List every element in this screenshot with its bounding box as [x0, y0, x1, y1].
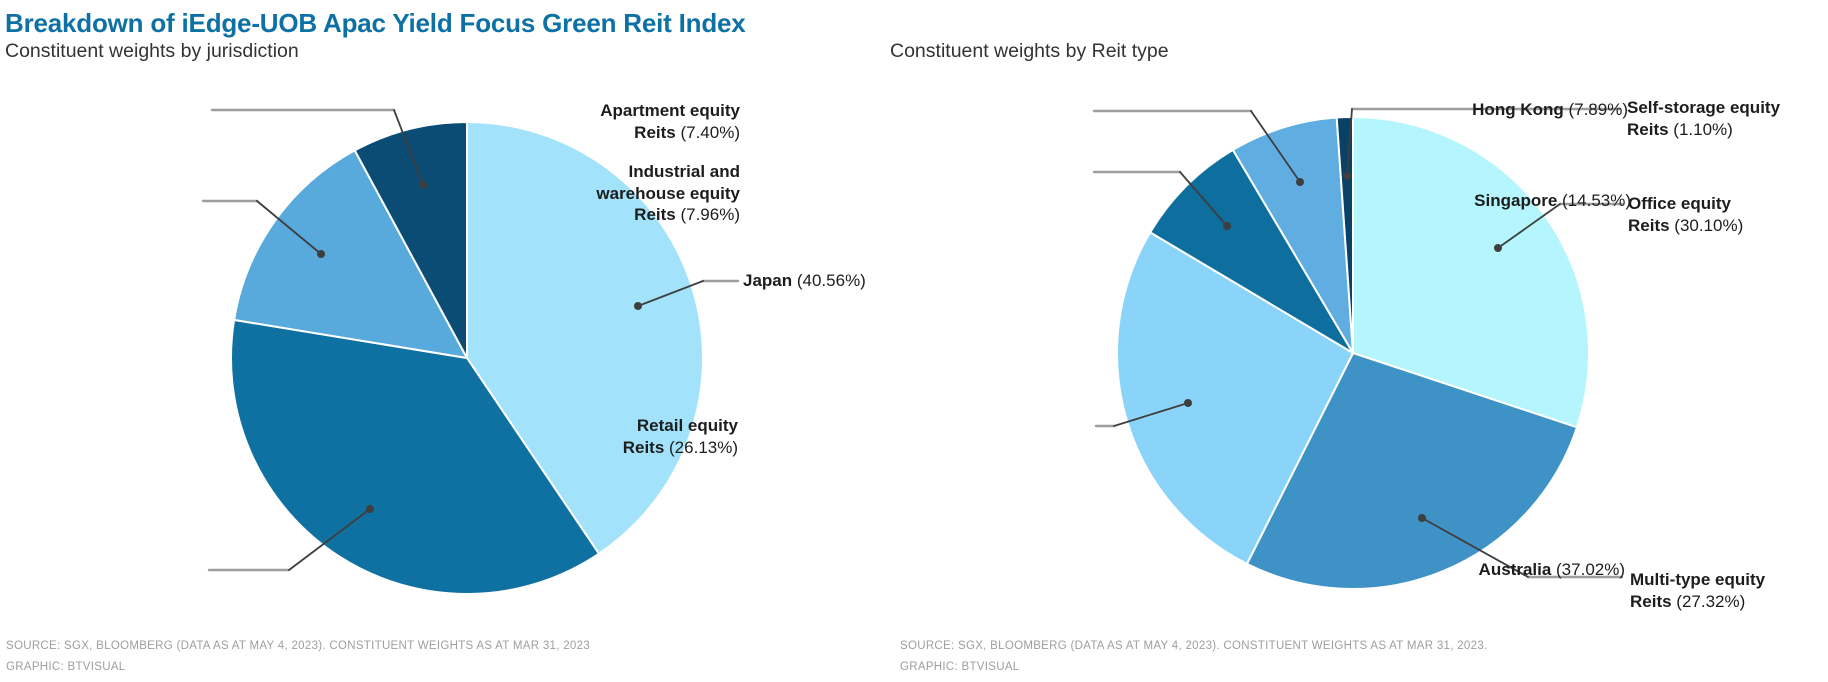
slice-name: Office equity Reits — [1628, 194, 1731, 235]
leader-line-hong-kong — [210, 108, 427, 189]
leader-segment-dark — [256, 200, 322, 255]
pie-slice-multi-type-equity-reits — [1245, 352, 1578, 590]
leader-line-japan — [634, 279, 740, 310]
leader-segment-dark — [1497, 203, 1561, 249]
slice-label-australia: Australia (37.02%) — [1479, 559, 1625, 581]
source-credit-left: SOURCE: SGX, BLOOMBERG (DATA AS AT MAY 4… — [6, 640, 591, 652]
subtitle-reit-type-chart: Constituent weights by Reit type — [890, 40, 1169, 62]
leader-segment-dark — [637, 280, 704, 307]
leader-segment-dark — [288, 508, 371, 571]
slice-percent: (7.96%) — [675, 205, 740, 224]
leader-segment-dark — [1421, 517, 1529, 578]
slice-label-singapore: Singapore (14.53%) — [1474, 190, 1631, 212]
leader-dot-singapore — [317, 250, 325, 258]
slice-label-self-storage-equity-reits: Self-storage equity Reits (1.10%) — [1627, 97, 1809, 140]
leader-dot-industrial-and-warehouse-equity-reits — [1223, 222, 1231, 230]
leader-line-singapore — [201, 199, 325, 258]
slice-label-hong-kong: Hong Kong (7.89%) — [1472, 99, 1628, 121]
leader-dot-hong-kong — [419, 181, 427, 189]
pie-slice-apartment-equity-reits — [1231, 116, 1354, 354]
pie-slice-industrial-and-warehouse-equity-reits — [1149, 148, 1354, 354]
source-credit-right: SOURCE: SGX, BLOOMBERG (DATA AS AT MAY 4… — [900, 640, 1488, 652]
slice-percent: (7.89%) — [1563, 100, 1628, 119]
leader-segment-dark — [1250, 110, 1301, 183]
leader-line-multi-type-equity-reits — [1418, 514, 1624, 579]
leader-line-apartment-equity-reits — [1092, 109, 1304, 186]
slice-percent: (30.10%) — [1669, 215, 1744, 235]
pie-slice-australia — [229, 318, 600, 595]
slice-label-office-equity-reits: Office equity Reits (30.10%) — [1628, 193, 1803, 236]
slice-label-industrial-and-warehouse-equity-reits: Industrial and warehouse equity Reits (7… — [588, 161, 740, 226]
slice-name: Japan — [743, 271, 793, 290]
leader-dot-office-equity-reits — [1494, 244, 1502, 252]
leader-dot-apartment-equity-reits — [1296, 178, 1304, 186]
leader-line-australia — [207, 505, 374, 572]
pie-slice-singapore — [233, 149, 468, 359]
leader-line-office-equity-reits — [1494, 202, 1624, 252]
slice-percent: (14.53%) — [1557, 191, 1631, 210]
slice-percent: (27.32%) — [1671, 591, 1746, 611]
leader-dot-multi-type-equity-reits — [1418, 514, 1426, 522]
slice-name: Apartment equity Reits — [600, 101, 740, 142]
slice-percent: (40.56%) — [792, 271, 866, 290]
slice-percent: (37.02%) — [1551, 560, 1625, 579]
pie-jurisdiction — [229, 121, 704, 595]
leader-segment-dark — [1113, 402, 1189, 427]
leader-dot-australia — [366, 505, 374, 513]
slice-name: Australia — [1478, 560, 1552, 579]
leader-dot-japan — [634, 302, 642, 310]
slice-label-japan: Japan (40.56%) — [743, 270, 866, 292]
slice-name: Multi-type equity Reits — [1630, 570, 1766, 611]
leader-dot-self-storage-equity-reits — [1343, 172, 1351, 180]
slice-percent: (1.10%) — [1668, 119, 1733, 139]
slice-name: Retail equity Reits — [622, 416, 738, 457]
slice-name: Self-storage equity Reits — [1627, 98, 1781, 139]
pie-slice-japan — [466, 121, 704, 555]
page-title: Breakdown of iEdge-UOB Apac Yield Focus … — [5, 8, 746, 38]
leader-segment-dark — [1346, 108, 1353, 177]
leader-segment-dark — [1179, 171, 1228, 227]
slice-label-multi-type-equity-reits: Multi-type equity Reits (27.32%) — [1630, 569, 1788, 612]
slice-name: Hong Kong — [1472, 100, 1564, 119]
slice-label-retail-equity-reits: Retail equity Reits (26.13%) — [573, 415, 738, 458]
pie-slice-hong-kong — [353, 121, 468, 359]
leader-line-self-storage-equity-reits — [1343, 107, 1622, 180]
pie-reit-type — [1116, 115, 1590, 590]
graphic-credit-left: GRAPHIC: BTVISUAL — [6, 661, 126, 673]
slice-name: Industrial and warehouse equity Reits — [596, 162, 740, 224]
pie-slice-retail-equity-reits — [1116, 231, 1354, 565]
leader-dot-retail-equity-reits — [1184, 399, 1192, 407]
leader-line-industrial-and-warehouse-equity-reits — [1092, 170, 1231, 230]
graphic-credit-right: GRAPHIC: BTVISUAL — [900, 661, 1020, 673]
leader-segment-dark — [393, 109, 424, 186]
subtitle-jurisdiction-chart: Constituent weights by jurisdiction — [5, 40, 299, 62]
slice-label-apartment-equity-reits: Apartment equity Reits (7.40%) — [588, 100, 740, 143]
slice-percent: (26.13%) — [664, 437, 738, 457]
leader-line-retail-equity-reits — [1094, 399, 1192, 428]
slice-name: Singapore — [1474, 191, 1558, 210]
slice-percent: (7.40%) — [675, 122, 740, 142]
